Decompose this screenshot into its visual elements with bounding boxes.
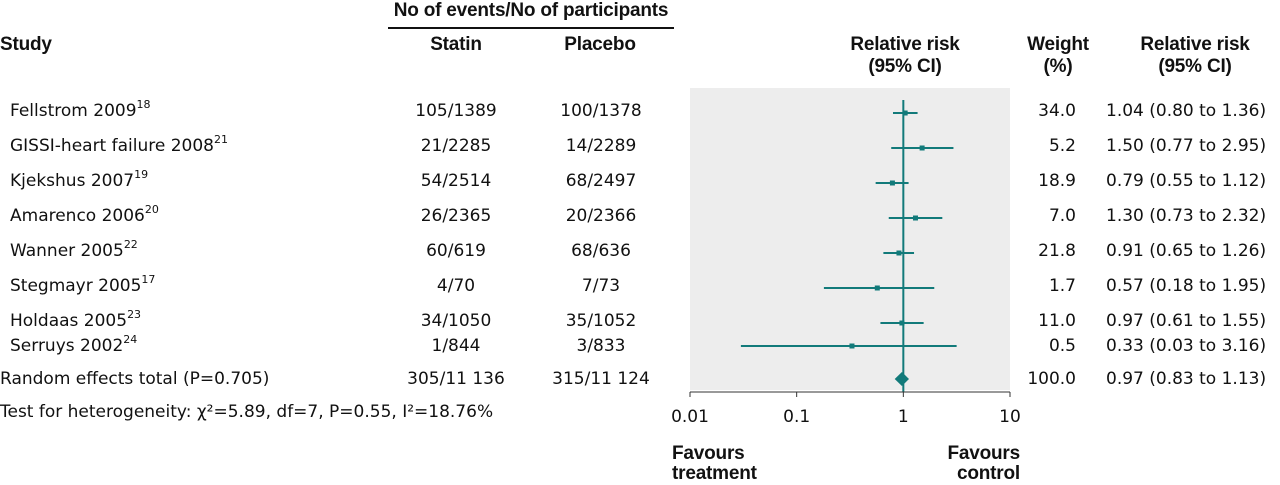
weight-cell: 5.2 — [1048, 136, 1076, 156]
table-row-label: Stegmayr 200517 — [10, 273, 156, 296]
statin-cell: 54/2514 — [420, 171, 492, 191]
placebo-cell: 3/833 — [576, 336, 626, 356]
point-estimate — [849, 343, 855, 349]
statin-cell: 60/619 — [426, 241, 486, 261]
x-tick-label: 0.1 — [783, 407, 810, 427]
weight-cell: 0.5 — [1048, 336, 1076, 356]
placebo-cell: 7/73 — [581, 276, 621, 296]
point-estimate — [919, 145, 925, 151]
group-header: No of events/No of participants — [393, 0, 669, 21]
statin-cell: 34/1050 — [420, 311, 492, 331]
ci-text-cell: 0.33 (0.03 to 3.16) — [1106, 336, 1267, 356]
study-header: Study — [0, 34, 52, 55]
total-row-label: Random effects total (P=0.705) — [0, 369, 270, 389]
weight-header-line2: (%) — [1043, 56, 1073, 77]
placebo-total: 315/11 124 — [552, 369, 650, 389]
placebo-cell: 100/1378 — [560, 101, 642, 121]
ci-text-cell: 1.30 (0.73 to 2.32) — [1106, 206, 1267, 226]
table-row-label: Wanner 200522 — [10, 238, 138, 261]
point-estimate — [902, 110, 908, 116]
table-row-label: Fellstrom 200918 — [10, 98, 151, 121]
statin-cell: 21/2285 — [420, 136, 492, 156]
statin-total: 305/11 136 — [407, 369, 505, 389]
rr-plot-header-line1: Relative risk — [850, 34, 960, 55]
ci-text-cell: 0.91 (0.65 to 1.26) — [1106, 241, 1267, 261]
favours-control-line1: Favours — [947, 443, 1020, 464]
statin-cell: 26/2365 — [420, 206, 492, 226]
placebo-cell: 68/636 — [571, 241, 631, 261]
favours-treatment-line1: Favours — [672, 443, 745, 464]
point-estimate — [889, 180, 895, 186]
weight-header-line1: Weight — [1027, 34, 1089, 55]
rr-text-header-line1: Relative risk — [1140, 34, 1250, 55]
ci-text-cell: 0.97 (0.61 to 1.55) — [1106, 311, 1267, 331]
table-row-label: Serruys 200224 — [10, 333, 138, 356]
weight-cell: 1.7 — [1048, 276, 1076, 296]
x-tick-label: 0.01 — [671, 407, 709, 427]
rr-text-header-line2: (95% CI) — [1158, 56, 1232, 77]
x-tick-label: 10 — [999, 407, 1021, 427]
ci-text-cell: 0.79 (0.55 to 1.12) — [1106, 171, 1267, 191]
point-estimate — [896, 250, 902, 256]
placebo-header: Placebo — [564, 34, 636, 55]
statin-header: Statin — [430, 34, 482, 55]
table-row-label: GISSI-heart failure 200821 — [10, 133, 228, 156]
heterogeneity-note: Test for heterogeneity: χ²=5.89, df=7, P… — [0, 402, 494, 422]
table-row-label: Kjekshus 200719 — [10, 168, 149, 191]
favours-treatment-line2: treatment — [672, 463, 757, 484]
ci-text-cell: 0.57 (0.18 to 1.95) — [1106, 276, 1267, 296]
weight-cell: 34.0 — [1038, 101, 1076, 121]
favours-control-line2: control — [957, 463, 1020, 484]
pooled-diamond — [894, 372, 909, 386]
placebo-cell: 14/2289 — [565, 136, 637, 156]
point-estimate — [899, 320, 905, 326]
statin-cell: 1/844 — [431, 336, 481, 356]
placebo-cell: 68/2497 — [565, 171, 637, 191]
point-estimate — [912, 215, 918, 221]
ci-text-cell: 1.50 (0.77 to 2.95) — [1106, 136, 1267, 156]
statin-cell: 105/1389 — [415, 101, 497, 121]
statin-cell: 4/70 — [436, 276, 476, 296]
placebo-cell: 20/2366 — [565, 206, 637, 226]
weight-cell: 18.9 — [1038, 171, 1076, 191]
plot-panel — [690, 88, 1010, 390]
rr-plot-header-line2: (95% CI) — [868, 56, 942, 77]
table-row-label: Amarenco 200620 — [10, 203, 159, 226]
weight-cell: 7.0 — [1048, 206, 1076, 226]
ci-text-cell: 1.04 (0.80 to 1.36) — [1106, 101, 1267, 121]
weight-cell: 11.0 — [1038, 311, 1076, 331]
group-header-rule — [388, 27, 674, 29]
table-row-label: Holdaas 200523 — [10, 308, 142, 331]
x-tick-label: 1 — [898, 407, 909, 427]
ci-text-total: 0.97 (0.83 to 1.13) — [1106, 369, 1267, 389]
placebo-cell: 35/1052 — [565, 311, 637, 331]
weight-total: 100.0 — [1027, 369, 1076, 389]
point-estimate — [874, 285, 880, 291]
weight-cell: 21.8 — [1038, 241, 1076, 261]
